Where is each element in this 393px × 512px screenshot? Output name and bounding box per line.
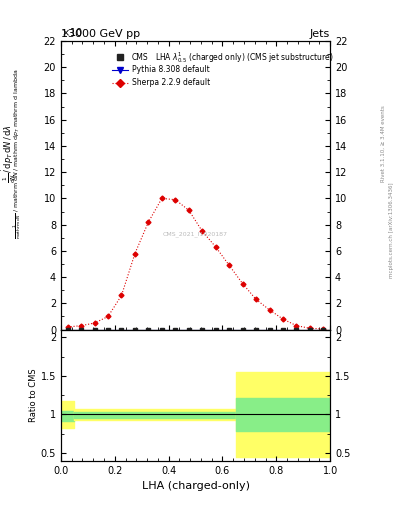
Text: LHA $\lambda^{1}_{0.5}$ (charged only) (CMS jet substructure): LHA $\lambda^{1}_{0.5}$ (charged only) (… (155, 50, 334, 65)
Text: $\times 10$: $\times 10$ (61, 26, 83, 38)
Text: CMS_2021_I1920187: CMS_2021_I1920187 (163, 231, 228, 237)
Text: Rivet 3.1.10, ≥ 3.4M events: Rivet 3.1.10, ≥ 3.4M events (381, 105, 386, 182)
Text: 13000 GeV pp: 13000 GeV pp (61, 29, 140, 39)
Text: $\frac{1}{\mathrm{d}N} \,/\, \mathrm{d}p_T\,\mathrm{d}N\,/\,\mathrm{d}\lambda$: $\frac{1}{\mathrm{d}N} \,/\, \mathrm{d}p… (2, 124, 18, 183)
Y-axis label: Ratio to CMS: Ratio to CMS (29, 369, 38, 422)
Text: mcplots.cern.ch [arXiv:1306.3436]: mcplots.cern.ch [arXiv:1306.3436] (389, 183, 393, 278)
Text: mathrm d$^2$N
mathrm d $p_T$ mathrm d lambda

$\frac{1}{\mathrm{mathrm\,d}N}$ / : mathrm d$^2$N mathrm d $p_T$ mathrm d la… (0, 69, 23, 239)
Legend: CMS, Pythia 8.308 default, Sherpa 2.2.9 default: CMS, Pythia 8.308 default, Sherpa 2.2.9 … (109, 50, 213, 91)
X-axis label: LHA (charged-only): LHA (charged-only) (141, 481, 250, 491)
Text: Jets: Jets (310, 29, 330, 39)
